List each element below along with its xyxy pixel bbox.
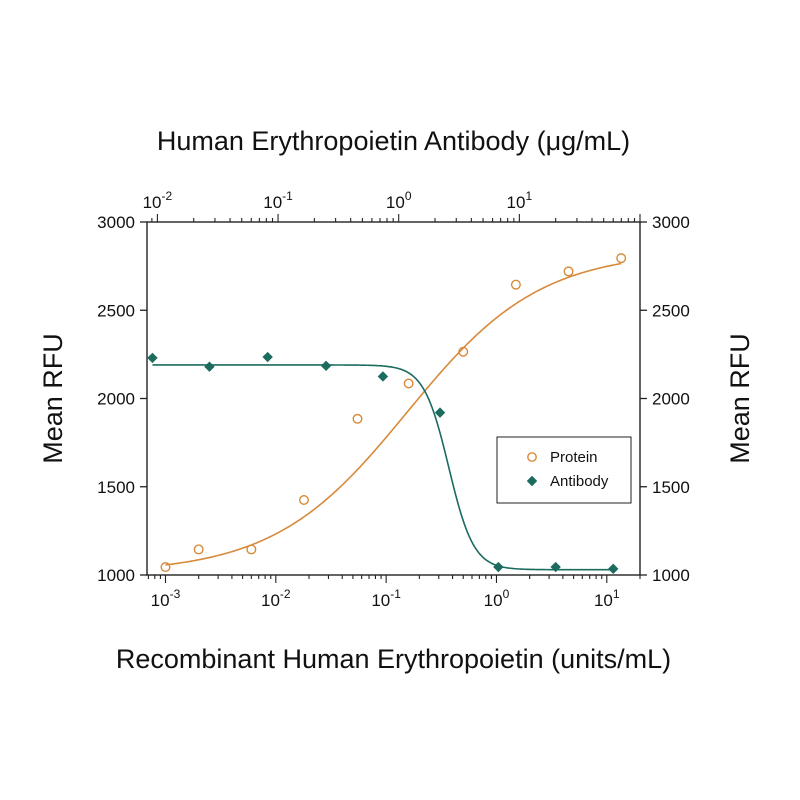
legend-marker-protein <box>527 452 537 462</box>
protein-point <box>352 413 363 424</box>
antibody-point <box>550 561 561 573</box>
x2-tick-label: 10-2 <box>143 189 173 212</box>
protein-point <box>160 562 171 573</box>
protein-point <box>458 346 469 357</box>
antibody-point <box>434 407 446 418</box>
y-tick-label: 2500 <box>97 301 135 320</box>
x2-tick-label: 100 <box>386 189 412 212</box>
y2-tick-label: 1000 <box>652 566 690 585</box>
x2-tick-label: 10-1 <box>263 189 293 212</box>
axis-ticks: 1000 1000 1500 1500 2000 2000 2500 2500 3000 3000… <box>97 189 690 610</box>
protein-point <box>510 279 521 290</box>
antibody-point <box>377 371 389 382</box>
x-tick-label: 100 <box>484 587 510 610</box>
y-tick-label: 1500 <box>97 478 135 497</box>
protein-point <box>246 544 257 555</box>
antibody-point <box>320 360 332 372</box>
fit-curves <box>152 262 622 571</box>
left-axis-title: Mean RFU <box>38 333 68 464</box>
protein-point <box>616 253 627 264</box>
top-axis-title: Human Erythropoietin Antibody (μg/mL) <box>157 126 630 156</box>
antibody-point <box>493 561 504 573</box>
x2-tick-label: 101 <box>507 189 533 212</box>
y-tick-label: 2000 <box>97 390 135 409</box>
legend-label-antibody: Antibody <box>550 473 609 490</box>
y-tick-label: 3000 <box>97 213 135 232</box>
y2-tick-label: 2000 <box>652 390 690 409</box>
data-points <box>147 253 627 575</box>
antibody-point <box>262 351 273 363</box>
legend-label-protein: Protein <box>550 449 598 466</box>
protein-point <box>193 544 204 555</box>
y-tick-label: 1000 <box>97 566 135 585</box>
y2-tick-label: 3000 <box>652 213 690 232</box>
legend-marker-antibody <box>526 475 538 487</box>
x-tick-label: 10-3 <box>151 587 181 610</box>
antibody-point <box>608 563 619 575</box>
y2-tick-label: 2500 <box>652 301 690 320</box>
y2-tick-label: 1500 <box>652 478 690 497</box>
legend-box <box>496 436 632 504</box>
protein-point <box>563 266 574 277</box>
antibody-point <box>147 352 158 364</box>
x-tick-label: 10-1 <box>371 587 401 610</box>
bottom-axis-title: Recombinant Human Erythropoietin (units/… <box>116 644 671 674</box>
x-tick-label: 10-2 <box>261 587 291 610</box>
antibody-fit-line <box>152 364 614 571</box>
protein-fit-line <box>165 262 622 566</box>
x-tick-label: 101 <box>594 587 620 610</box>
right-axis-title: Mean RFU <box>725 333 755 464</box>
antibody-point <box>204 361 215 372</box>
protein-point <box>298 494 309 505</box>
legend: Protein Antibody <box>496 436 632 504</box>
protein-point <box>403 378 414 389</box>
